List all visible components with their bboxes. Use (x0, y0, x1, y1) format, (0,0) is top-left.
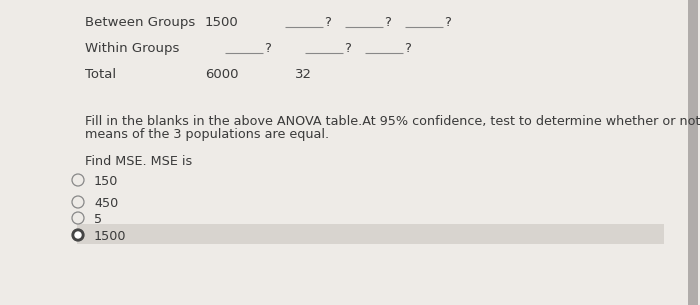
Text: Find MSE. MSE is: Find MSE. MSE is (85, 155, 192, 168)
Text: ?: ? (404, 42, 411, 55)
Text: Total: Total (85, 68, 116, 81)
Text: 6000: 6000 (205, 68, 239, 81)
Text: ?: ? (344, 42, 351, 55)
Text: 1500: 1500 (94, 230, 127, 243)
Text: ?: ? (324, 16, 331, 29)
Text: Fill in the blanks in the above ANOVA table.At 95% confidence, test to determine: Fill in the blanks in the above ANOVA ta… (85, 115, 700, 128)
Text: 150: 150 (94, 175, 118, 188)
Circle shape (75, 232, 81, 238)
Bar (688, 0, 698, 305)
Bar (77, 224, 664, 244)
Text: 450: 450 (94, 197, 118, 210)
Text: ?: ? (444, 16, 451, 29)
Text: ?: ? (264, 42, 271, 55)
Text: 1500: 1500 (205, 16, 239, 29)
Text: 5: 5 (94, 213, 102, 226)
Circle shape (72, 229, 84, 241)
Text: Between Groups: Between Groups (85, 16, 195, 29)
Text: Within Groups: Within Groups (85, 42, 179, 55)
Text: ?: ? (384, 16, 391, 29)
Text: 32: 32 (295, 68, 312, 81)
Text: means of the 3 populations are equal.: means of the 3 populations are equal. (85, 128, 329, 141)
